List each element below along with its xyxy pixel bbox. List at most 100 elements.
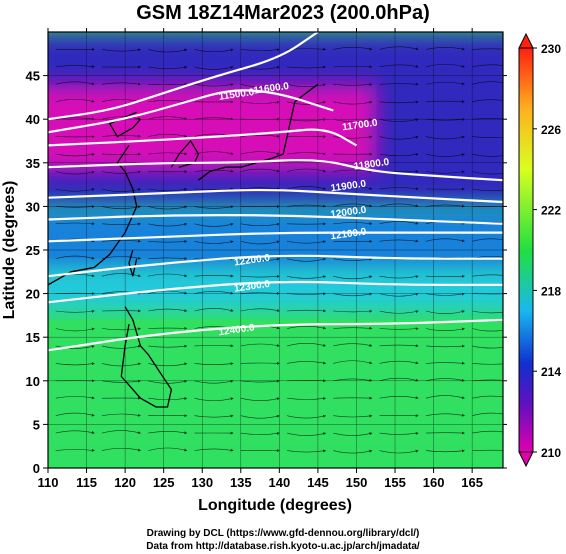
streamline [333, 360, 373, 365]
streamline [287, 257, 327, 262]
streamline [55, 153, 95, 157]
streamline [55, 362, 95, 366]
contour-label: 12400.0 [218, 322, 256, 338]
contour-label: 11600.0 [253, 81, 290, 97]
streamline [379, 203, 419, 208]
streamline [472, 363, 503, 365]
streamline [55, 396, 95, 400]
streamline [240, 343, 280, 347]
streamline [194, 308, 234, 312]
streamline [472, 188, 503, 191]
streamline [194, 240, 234, 244]
streamline [333, 135, 373, 139]
y-tick-label: 10 [26, 374, 40, 389]
streamline [472, 99, 503, 103]
streamline [240, 274, 280, 278]
streamline [194, 397, 234, 402]
streamline [55, 205, 95, 209]
streamline [55, 345, 95, 349]
streamline [425, 47, 465, 51]
streamline [55, 222, 95, 226]
y-tick-label: 15 [26, 330, 40, 345]
streamline [148, 222, 188, 227]
streamline [194, 362, 234, 366]
wind-streamlines [55, 46, 503, 454]
streamline [101, 205, 141, 209]
streamline [287, 449, 327, 453]
streamline [148, 290, 188, 295]
field-region-cyan-band [48, 267, 503, 312]
coastline-0 [198, 83, 319, 181]
streamline [333, 203, 373, 208]
streamline [194, 66, 234, 70]
streamline [55, 99, 95, 103]
streamline [379, 360, 419, 365]
streamline [101, 239, 141, 243]
streamline [287, 361, 327, 365]
streamline [101, 413, 141, 417]
streamline [379, 64, 419, 68]
x-tick-label: 110 [38, 475, 59, 490]
streamline [101, 82, 141, 86]
streamline [333, 378, 373, 382]
streamline [101, 256, 141, 260]
streamline [425, 135, 465, 140]
y-tick-label: 45 [26, 69, 40, 84]
streamline [425, 292, 465, 296]
streamline [425, 204, 465, 208]
streamline [379, 135, 419, 140]
coastline-3 [120, 306, 173, 408]
y-tick-label: 20 [26, 287, 40, 302]
streamline [379, 100, 419, 104]
streamline [333, 326, 373, 330]
streamline [240, 151, 280, 155]
streamline [148, 133, 188, 138]
streamline [472, 238, 503, 242]
colorbar-tick-label: 226 [541, 123, 561, 137]
streamline [148, 273, 188, 278]
streamline [101, 273, 141, 277]
x-tick-label: 135 [230, 475, 252, 490]
streamline [425, 361, 465, 365]
streamline [240, 432, 280, 435]
contour-label: 11800.0 [353, 157, 390, 173]
x-tick-label: 160 [423, 475, 445, 490]
streamline [287, 83, 327, 87]
streamline [148, 362, 188, 367]
colorbar-ticks: 210 214 218 222 226 230 [533, 42, 561, 460]
colorbar-top-arrow [518, 32, 534, 49]
colorbar: 210 214 218 222 226 230 [518, 32, 561, 468]
streamline [472, 48, 503, 50]
streamline [148, 344, 188, 348]
streamline [101, 48, 141, 52]
streamline [472, 430, 503, 434]
streamline [194, 448, 234, 452]
streamline [148, 65, 188, 69]
streamline [287, 432, 327, 436]
streamline [379, 344, 419, 348]
streamline [55, 170, 95, 175]
contour-11700.0 [48, 128, 358, 147]
streamline [287, 397, 327, 401]
credit-drawing: Drawing by DCL (https://www.gfd-dennou.o… [146, 528, 420, 539]
contour-12100.0 [48, 231, 503, 243]
x-tick-label: 120 [114, 475, 136, 490]
streamline [148, 116, 188, 121]
colorbar-tick-label: 230 [541, 42, 561, 56]
streamline [333, 292, 373, 297]
colorbar-tick-label: 222 [541, 204, 561, 218]
streamline [55, 255, 95, 260]
streamline [472, 153, 503, 157]
streamline [472, 81, 503, 85]
streamline [287, 275, 327, 279]
streamline [472, 171, 503, 175]
streamline [240, 100, 280, 104]
streamline [379, 153, 419, 157]
streamline [333, 221, 373, 225]
streamline [101, 222, 141, 226]
streamline [101, 362, 141, 367]
streamline [472, 136, 503, 138]
x-tick-label: 145 [307, 475, 329, 490]
streamline [101, 345, 141, 349]
